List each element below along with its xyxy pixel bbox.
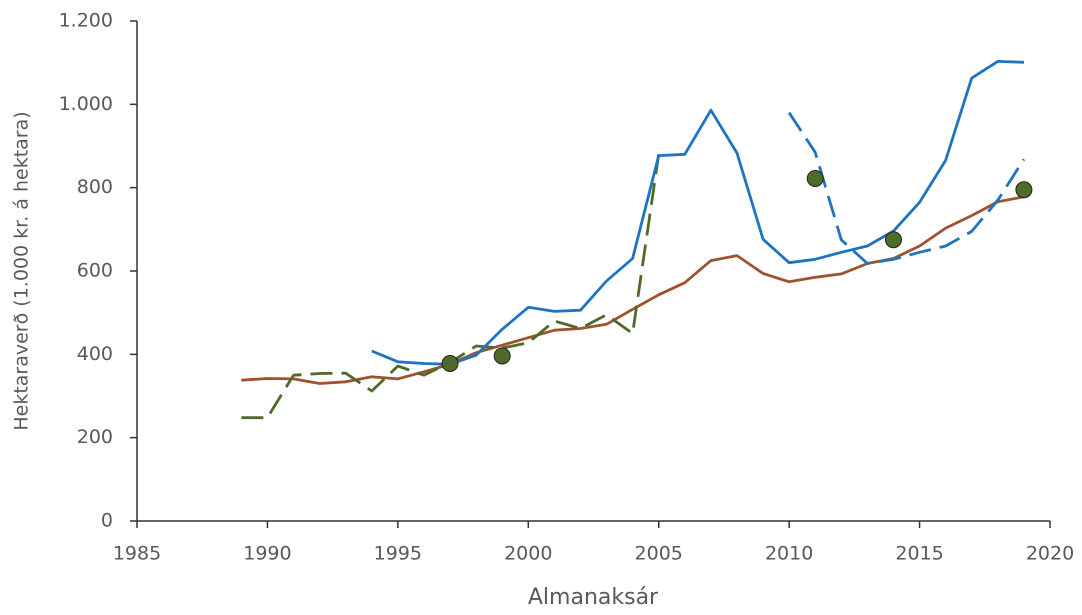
series-line	[241, 154, 661, 420]
x-tick-label: 2000	[504, 543, 552, 565]
data-point	[806, 170, 824, 187]
x-tick-label: 1985	[113, 543, 161, 565]
series-line	[241, 195, 1025, 385]
y-axis-label: Hektaraverð (1.000 kr. á hektara)	[11, 111, 33, 430]
x-tick-label: 1995	[374, 543, 422, 565]
data-point	[884, 231, 902, 249]
data-point	[441, 355, 459, 372]
data-point	[493, 347, 511, 365]
series-line	[787, 111, 1026, 265]
y-tick-label: 1.200	[59, 10, 113, 32]
x-tick-label: 2020	[1026, 543, 1074, 565]
series-line	[371, 60, 1024, 366]
x-axis-label: Almanaksár	[528, 585, 659, 610]
x-tick-label: 1990	[243, 543, 291, 565]
x-tick-label: 2005	[635, 543, 683, 565]
y-tick-label: 400	[77, 343, 113, 365]
y-tick-label: 200	[77, 426, 113, 448]
y-tick-label: 1.000	[59, 93, 113, 115]
x-tick-label: 2010	[765, 543, 813, 565]
x-tick-label: 2015	[895, 543, 943, 565]
y-tick-label: 0	[101, 510, 113, 532]
y-tick-label: 600	[77, 260, 113, 282]
data-point	[1015, 181, 1033, 199]
y-tick-label: 800	[77, 176, 113, 198]
